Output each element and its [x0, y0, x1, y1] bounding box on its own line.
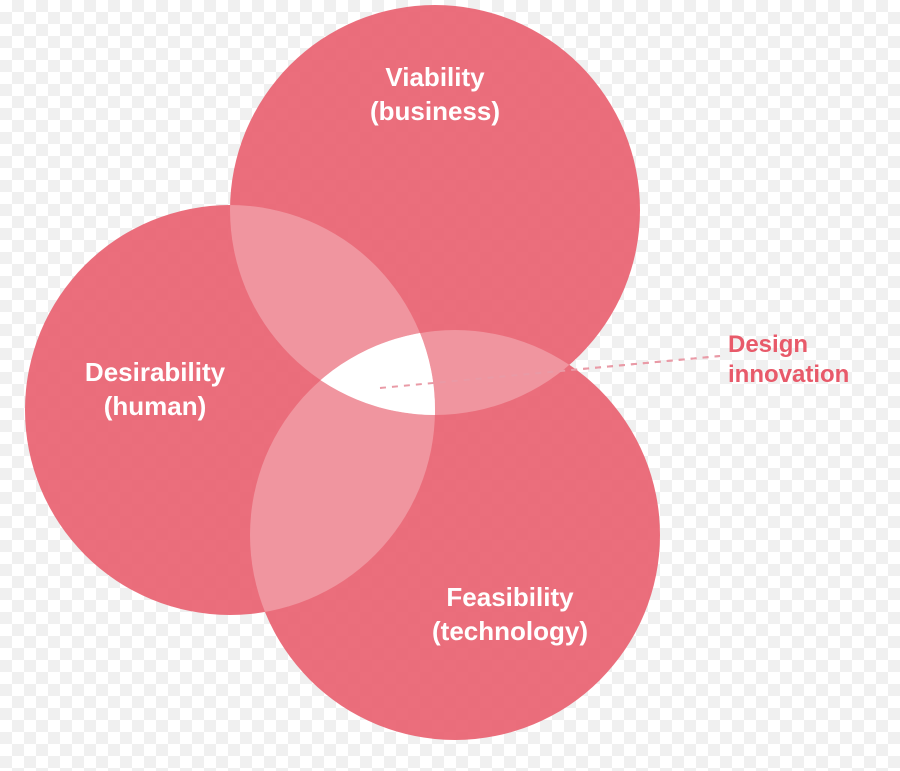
label-viability: Viability (business) [370, 61, 500, 129]
callout-design-innovation: Design innovation [728, 330, 849, 390]
label-desirability: Desirability (human) [85, 356, 225, 424]
venn-diagram: Viability (business) Desirability (human… [0, 0, 900, 771]
label-feasibility: Feasibility (technology) [432, 581, 588, 649]
